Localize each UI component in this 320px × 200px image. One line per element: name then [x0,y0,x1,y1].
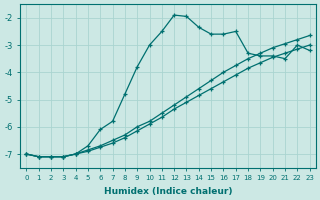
X-axis label: Humidex (Indice chaleur): Humidex (Indice chaleur) [104,187,232,196]
